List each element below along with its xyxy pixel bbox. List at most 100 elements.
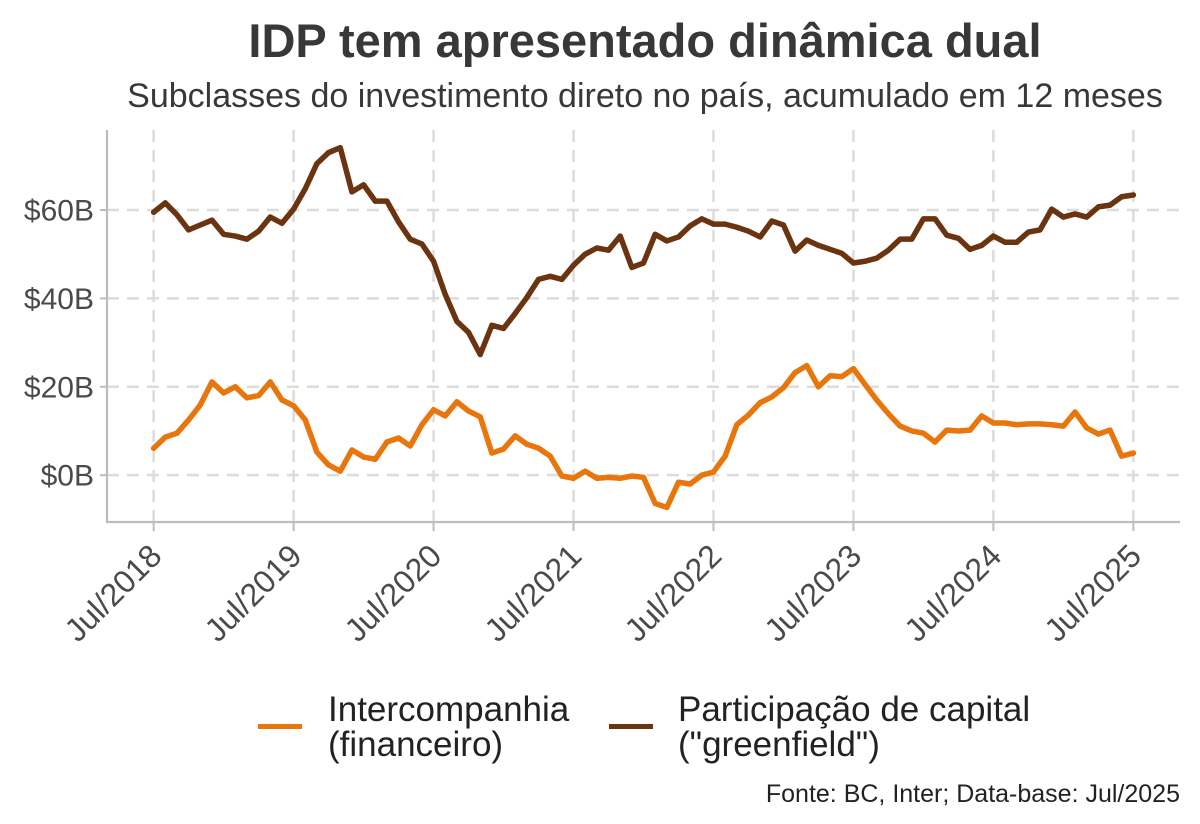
data-point <box>372 456 378 462</box>
data-point <box>804 237 810 243</box>
data-point <box>419 422 425 428</box>
data-point <box>465 329 472 336</box>
data-point <box>1119 194 1125 200</box>
data-point <box>209 217 215 223</box>
data-point <box>1037 421 1043 427</box>
data-point <box>349 189 355 195</box>
data-point <box>827 246 833 252</box>
data-point <box>337 145 343 151</box>
data-point <box>885 247 892 253</box>
y-tick-label: $20B <box>24 371 94 404</box>
data-point <box>477 414 483 420</box>
data-point <box>944 232 950 238</box>
data-point <box>897 423 903 429</box>
data-point <box>395 219 402 225</box>
data-point <box>827 373 833 379</box>
chart-title: IDP tem apresentado dinâmica dual <box>248 14 1042 67</box>
data-point <box>407 443 413 449</box>
data-point <box>1014 239 1020 245</box>
data-point <box>221 390 227 396</box>
data-point <box>454 399 460 405</box>
data-point <box>932 216 938 222</box>
data-point <box>734 422 740 428</box>
legend-swatch-participacao-de-capital <box>609 724 653 729</box>
data-point <box>769 394 775 400</box>
data-point <box>850 366 857 372</box>
data-point <box>885 411 892 417</box>
data-point <box>675 479 682 485</box>
data-point <box>745 412 752 418</box>
data-point <box>477 351 483 358</box>
data-point <box>1002 239 1008 245</box>
data-point <box>232 233 238 239</box>
data-point <box>874 397 880 403</box>
data-point <box>815 384 822 390</box>
x-tick-label: Jul/2019 <box>197 537 308 648</box>
data-point <box>326 149 332 156</box>
data-point <box>151 445 157 451</box>
data-point <box>1107 202 1113 208</box>
series-lines <box>150 144 1137 511</box>
data-point <box>664 504 670 511</box>
x-tick-label: Jul/2022 <box>617 537 728 648</box>
data-point <box>605 247 612 253</box>
data-point <box>1025 229 1031 235</box>
data-point <box>839 374 845 380</box>
data-point <box>897 236 903 242</box>
series-line-1 <box>150 362 1137 511</box>
data-point <box>640 474 647 480</box>
data-point <box>360 182 367 188</box>
data-point <box>874 255 880 261</box>
series-group-1 <box>150 362 1137 511</box>
data-point <box>1095 204 1101 210</box>
data-point <box>967 246 973 252</box>
data-point <box>944 427 950 433</box>
data-point <box>186 417 192 423</box>
data-point <box>629 473 635 479</box>
data-point <box>990 420 996 426</box>
legend-label-intercompanhia: Intercompanhia (financeiro) <box>328 690 570 764</box>
data-point <box>594 475 600 481</box>
data-point <box>920 216 927 222</box>
data-point <box>920 430 927 436</box>
data-point <box>1072 409 1078 415</box>
data-point <box>465 408 472 414</box>
data-point <box>675 234 682 240</box>
y-tick-label: $0B <box>41 460 94 493</box>
data-point <box>570 262 577 268</box>
data-point <box>524 294 530 301</box>
data-point <box>279 397 285 403</box>
data-point <box>699 472 705 478</box>
data-point <box>244 395 250 401</box>
data-point <box>570 475 577 481</box>
data-point <box>1014 422 1020 428</box>
data-point <box>314 160 320 167</box>
data-point <box>500 325 507 332</box>
data-point <box>745 228 752 234</box>
data-point <box>430 258 437 264</box>
data-point <box>664 238 670 244</box>
data-point <box>605 474 612 480</box>
data-point <box>500 446 507 452</box>
data-point <box>489 322 495 328</box>
data-point <box>909 428 915 434</box>
data-point <box>792 370 798 376</box>
data-point <box>862 258 868 264</box>
data-point <box>489 450 495 456</box>
data-point <box>360 454 367 460</box>
gridlines <box>107 130 1180 522</box>
data-point <box>162 434 168 440</box>
data-point <box>209 379 215 385</box>
data-point <box>990 233 996 239</box>
data-point <box>757 400 763 406</box>
data-point <box>174 212 180 218</box>
data-point <box>1130 450 1136 456</box>
data-point <box>174 430 180 436</box>
data-point <box>722 221 728 227</box>
data-point <box>1060 423 1066 429</box>
y-axis-tick-labels: $0B $20B $40B $60B <box>24 194 94 492</box>
data-point <box>407 236 413 242</box>
data-point <box>932 439 938 445</box>
data-point <box>955 428 962 434</box>
